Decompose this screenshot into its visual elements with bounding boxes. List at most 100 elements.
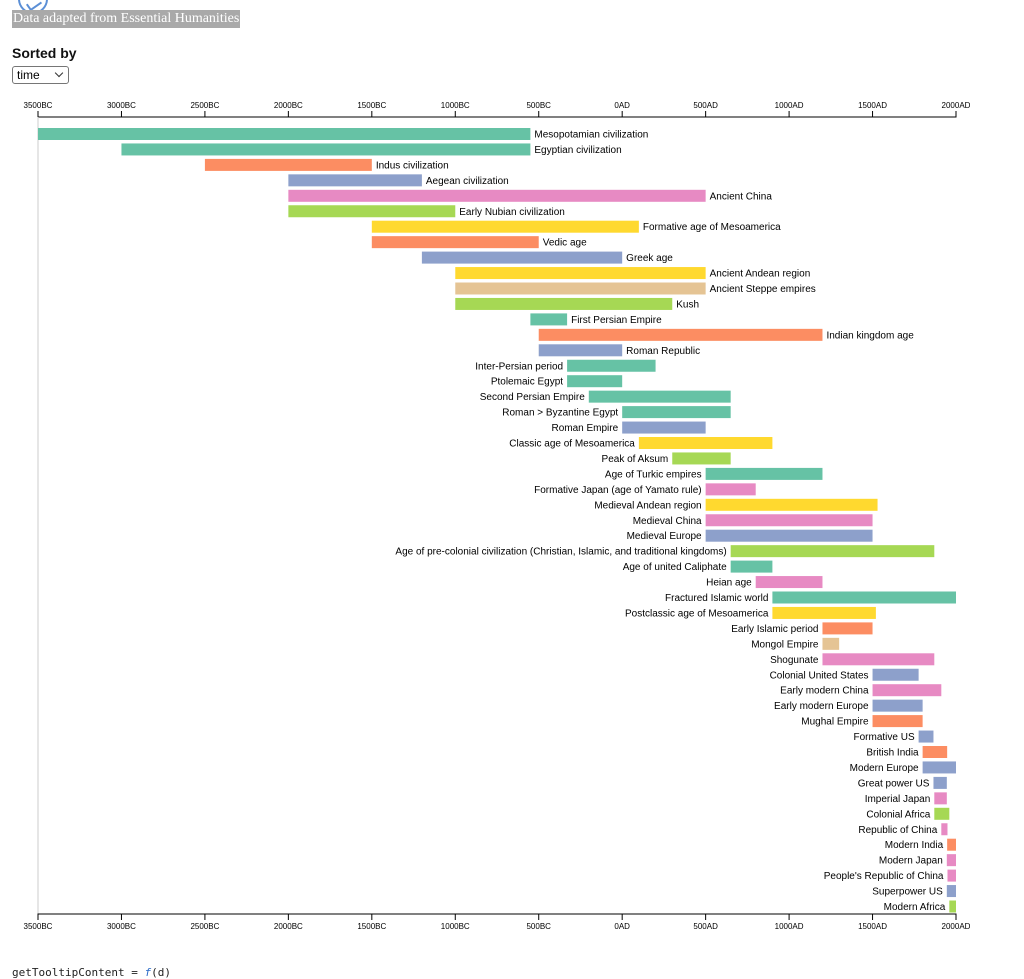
timeline-bar[interactable]	[872, 684, 942, 697]
timeline-row[interactable]: Ancient Steppe empires	[455, 282, 816, 296]
timeline-row[interactable]: Modern Europe	[850, 761, 956, 774]
timeline-bar[interactable]	[38, 128, 531, 140]
timeline-bar[interactable]	[730, 545, 935, 558]
timeline-bar[interactable]	[455, 267, 706, 280]
timeline-bar[interactable]	[872, 715, 923, 728]
timeline-row[interactable]: Medieval Andean region	[594, 498, 878, 512]
timeline-row[interactable]: Imperial Japan	[865, 792, 947, 805]
timeline-bar[interactable]	[705, 498, 878, 511]
timeline-bar[interactable]	[638, 437, 773, 449]
timeline-row[interactable]: Postclassic age of Mesoamerica	[625, 606, 876, 620]
timeline-row[interactable]: Heian age	[706, 576, 823, 589]
timeline-row[interactable]: Modern Africa	[884, 900, 956, 914]
timeline-row[interactable]: Early modern Europe	[774, 699, 923, 713]
timeline-row[interactable]: Shogunate	[770, 653, 935, 666]
timeline-row[interactable]: Egyptian civilization	[121, 143, 622, 156]
timeline-bar[interactable]	[922, 761, 956, 774]
timeline-bar[interactable]	[947, 838, 956, 851]
timeline-bar[interactable]	[371, 236, 539, 249]
timeline-row[interactable]: Roman > Byzantine Egypt	[502, 406, 731, 419]
timeline-row[interactable]: Great power US	[858, 776, 947, 790]
timeline-bar[interactable]	[872, 668, 919, 681]
timeline-row[interactable]: Ancient Andean region	[455, 267, 810, 280]
timeline-row[interactable]: Ptolemaic Egypt	[491, 375, 623, 388]
timeline-row[interactable]: Early Islamic period	[731, 622, 873, 635]
timeline-bar[interactable]	[934, 807, 950, 820]
timeline-bar[interactable]	[455, 282, 706, 295]
timeline-bar[interactable]	[622, 421, 706, 434]
timeline-bar[interactable]	[755, 576, 823, 589]
timeline-row[interactable]: Kush	[455, 297, 699, 311]
timeline-bar[interactable]	[455, 297, 673, 310]
timeline-bar[interactable]	[822, 637, 840, 650]
timeline-bar[interactable]	[567, 359, 656, 372]
timeline-bar[interactable]	[371, 220, 639, 233]
timeline-row[interactable]: Indian kingdom age	[538, 328, 914, 342]
timeline-row[interactable]: Mughal Empire	[801, 715, 923, 728]
timeline-bar[interactable]	[946, 885, 956, 898]
timeline-row[interactable]: Ancient China	[288, 189, 772, 203]
timeline-row[interactable]: Republic of China	[858, 823, 948, 836]
timeline-bar[interactable]	[934, 792, 947, 805]
timeline-row[interactable]: Roman Empire	[551, 421, 706, 435]
sort-select[interactable]: time	[12, 66, 69, 84]
timeline-bar[interactable]	[204, 158, 372, 171]
timeline-row[interactable]: Peak of Aksum	[602, 452, 731, 465]
timeline-row[interactable]: Colonial United States	[770, 668, 919, 682]
timeline-bar[interactable]	[530, 313, 568, 326]
timeline-row[interactable]: Inter-Persian period	[475, 359, 656, 373]
timeline-bar[interactable]	[567, 375, 623, 388]
timeline-row[interactable]: Age of united Caliphate	[623, 560, 773, 574]
timeline-bar[interactable]	[538, 328, 823, 341]
timeline-row[interactable]: Second Persian Empire	[480, 390, 731, 404]
timeline-row[interactable]: Indus civilization	[204, 158, 449, 172]
timeline-bar[interactable]	[949, 900, 956, 913]
timeline-row[interactable]: Age of pre-colonial civilization (Christ…	[395, 545, 935, 558]
timeline-bar[interactable]	[705, 529, 873, 542]
timeline-bar[interactable]	[822, 622, 873, 635]
timeline-bar[interactable]	[588, 390, 731, 403]
timeline-bar[interactable]	[538, 344, 623, 357]
timeline-row[interactable]: Formative Japan (age of Yamato rule)	[534, 483, 756, 496]
timeline-row[interactable]: Formative US	[853, 730, 934, 744]
timeline-bar[interactable]	[672, 452, 731, 465]
timeline-bar[interactable]	[705, 467, 823, 480]
timeline-bar[interactable]	[121, 143, 531, 156]
timeline-row[interactable]: First Persian Empire	[530, 313, 662, 326]
timeline-row[interactable]: Aegean civilization	[288, 174, 509, 187]
timeline-row[interactable]: British India	[866, 746, 948, 759]
timeline-bar[interactable]	[622, 406, 731, 419]
timeline-row[interactable]: Early modern China	[780, 684, 942, 697]
timeline-row[interactable]: Modern India	[885, 838, 956, 852]
timeline-row[interactable]: People's Republic of China	[824, 869, 956, 883]
timeline-bar[interactable]	[288, 189, 706, 202]
timeline-bar[interactable]	[872, 699, 923, 712]
timeline-row[interactable]: Greek age	[421, 251, 673, 265]
timeline-bar[interactable]	[421, 251, 623, 264]
timeline-bar[interactable]	[288, 205, 456, 218]
timeline-row[interactable]: Modern Japan	[879, 854, 956, 867]
timeline-row[interactable]: Colonial Africa	[866, 807, 950, 821]
timeline-row[interactable]: Medieval Europe	[627, 529, 873, 543]
timeline-bar[interactable]	[288, 174, 422, 187]
timeline-bar[interactable]	[922, 746, 948, 758]
timeline-row[interactable]: Vedic age	[371, 236, 587, 249]
timeline-bar[interactable]	[730, 560, 773, 573]
timeline-bar[interactable]	[947, 869, 956, 882]
timeline-row[interactable]: Early Nubian civilization	[288, 205, 565, 218]
timeline-bar[interactable]	[933, 776, 947, 789]
timeline-row[interactable]: Classic age of Mesoamerica	[509, 437, 773, 450]
timeline-row[interactable]: Medieval China	[633, 514, 873, 527]
timeline-row[interactable]: Age of Turkic empires	[605, 467, 823, 481]
timeline-bar[interactable]	[946, 854, 956, 867]
timeline-bar[interactable]	[941, 823, 948, 836]
timeline-bar[interactable]	[772, 591, 956, 604]
timeline-bar[interactable]	[705, 483, 756, 496]
timeline-bar[interactable]	[705, 514, 873, 527]
timeline-row[interactable]: Superpower US	[872, 885, 956, 898]
timeline-bar[interactable]	[822, 653, 935, 666]
timeline-bar[interactable]	[772, 606, 876, 619]
timeline-row[interactable]: Formative age of Mesoamerica	[371, 220, 781, 234]
timeline-row[interactable]: Roman Republic	[538, 344, 700, 357]
timeline-bar[interactable]	[918, 730, 934, 743]
